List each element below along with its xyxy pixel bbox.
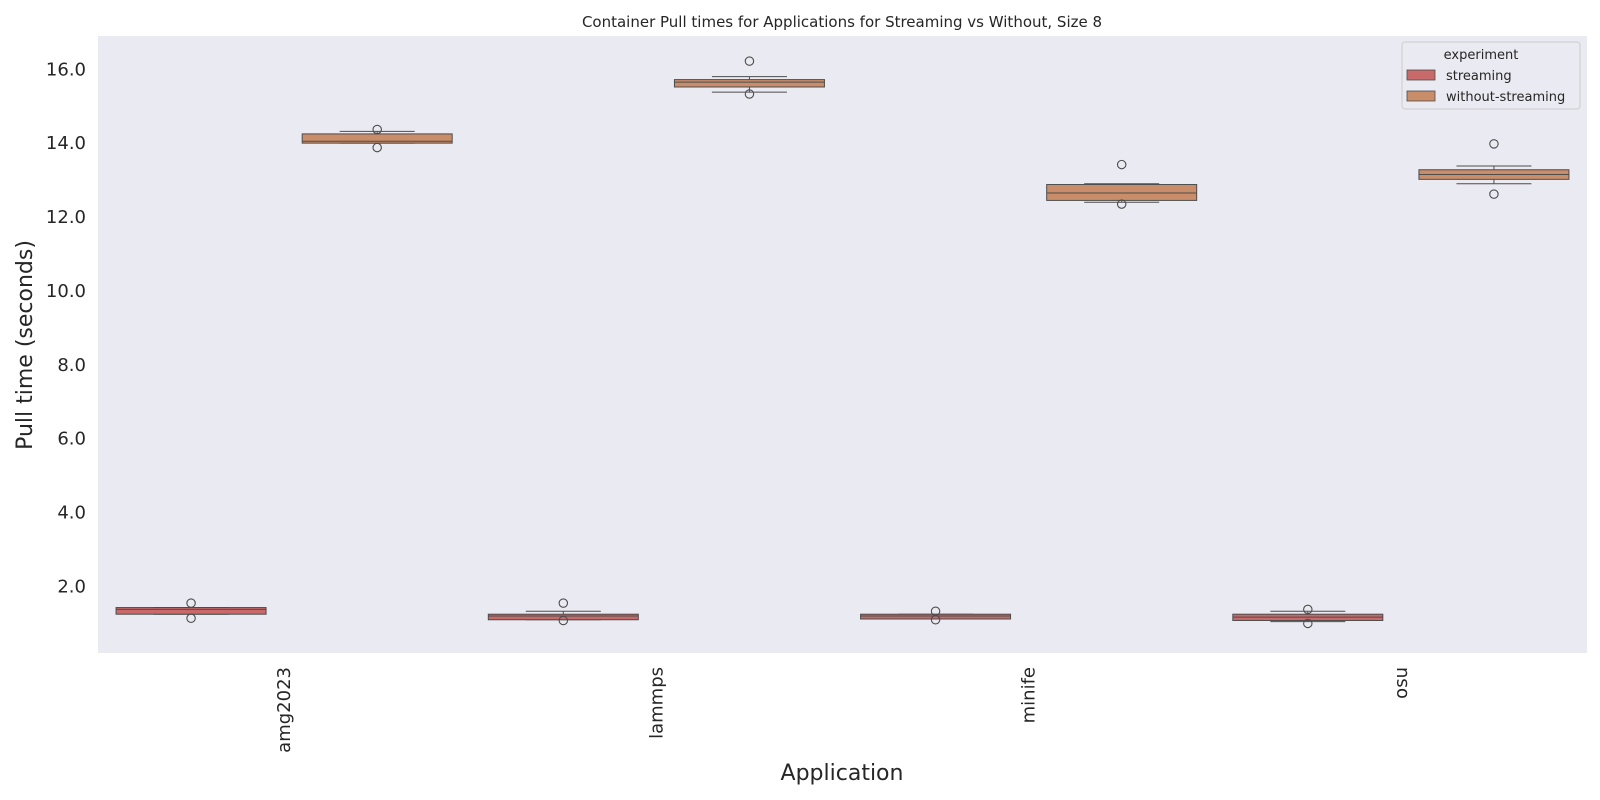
x-tick-label: lammps [646, 667, 667, 739]
y-tick-label: 2.0 [57, 576, 86, 597]
plot-area [98, 36, 1587, 653]
x-axis-ticks: amg2023 lammps minife osu [274, 667, 1412, 753]
legend: experiment streaming without-streaming [1401, 41, 1581, 110]
outlier-point [744, 89, 755, 99]
outlier-point [1303, 604, 1313, 615]
box-without-streaming-minife [1046, 159, 1198, 209]
y-tick-label: 14.0 [46, 133, 86, 154]
x-tick-label: osu [1391, 667, 1412, 699]
outlier-point [558, 615, 569, 626]
box-body [1046, 184, 1198, 201]
legend-swatch-without-streaming [1406, 90, 1436, 102]
y-tick-label: 10.0 [46, 281, 86, 302]
outlier-point [1489, 139, 1499, 149]
outlier-point [186, 598, 196, 608]
legend-label-streaming: streaming [1446, 69, 1512, 84]
outlier-point [1489, 189, 1499, 199]
x-axis-label: Application [781, 761, 904, 786]
outlier-point [372, 124, 382, 135]
box-without-streaming-lammps [673, 56, 825, 99]
box-series-group [115, 56, 1570, 629]
box-body [673, 79, 825, 88]
legend-title: experiment [1444, 48, 1519, 63]
y-tick-label: 12.0 [46, 207, 86, 228]
box-streaming-lammps [487, 598, 639, 626]
outlier-point [372, 142, 382, 153]
legend-frame [1401, 41, 1581, 110]
y-axis-ticks: 2.0 4.0 6.0 8.0 10.0 12.0 14.0 16.0 [46, 59, 86, 597]
y-tick-label: 16.0 [46, 59, 86, 80]
chart-title: Container Pull times for Applications fo… [582, 13, 1102, 31]
legend-label-without-streaming: without-streaming [1446, 90, 1565, 105]
box-without-streaming-amg2023 [301, 124, 453, 153]
outlier-point [930, 614, 941, 625]
box-streaming-amg2023 [115, 598, 267, 624]
legend-swatch-streaming [1406, 69, 1436, 81]
outlier-point [558, 598, 569, 608]
outlier-point [1116, 199, 1127, 209]
y-tick-label: 8.0 [57, 355, 86, 376]
y-tick-label: 4.0 [57, 503, 86, 524]
box-body [115, 607, 267, 615]
x-tick-label: minife [1019, 667, 1040, 723]
outlier-point [186, 613, 196, 624]
outlier-point [1116, 159, 1127, 170]
x-tick-label: amg2023 [274, 667, 295, 753]
box-body [487, 613, 639, 621]
outlier-point [1303, 618, 1313, 629]
y-axis-label: Pull time (seconds) [13, 240, 38, 450]
y-tick-label: 6.0 [57, 429, 86, 450]
outlier-point [744, 56, 755, 66]
box-body [860, 613, 1012, 620]
box-streaming-minife [860, 606, 1012, 625]
box-without-streaming-osu [1418, 139, 1570, 199]
box-streaming-osu [1232, 604, 1384, 629]
